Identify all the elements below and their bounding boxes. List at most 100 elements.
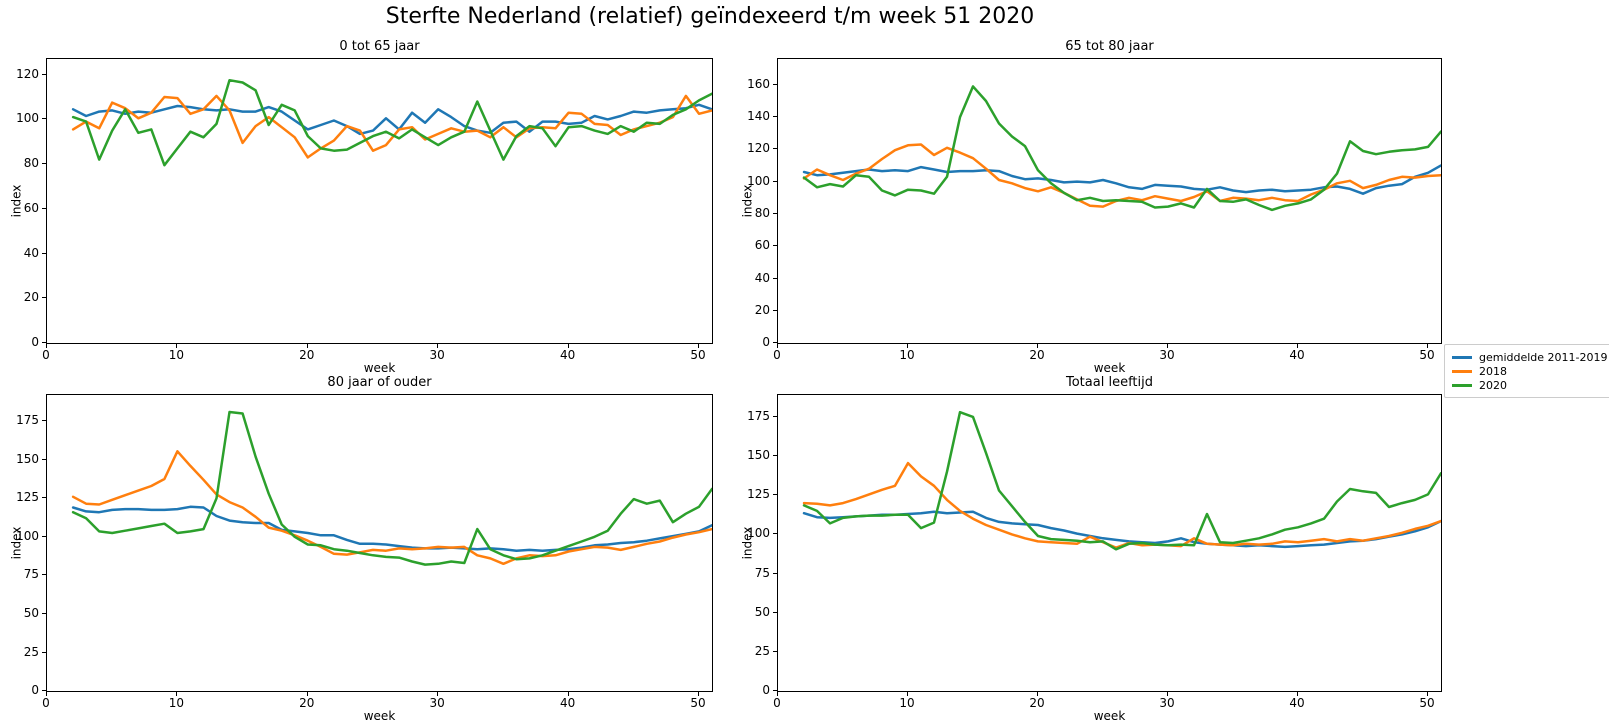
y-tick-mark [42, 497, 46, 499]
x-tick-label: 0 [773, 696, 781, 710]
x-tick-label: 10 [168, 696, 185, 710]
x-tick-label: 40 [559, 348, 576, 362]
y-tick-label: 80 [754, 205, 770, 220]
y-tick-mark [42, 342, 46, 343]
x-axis-label: week [1093, 361, 1126, 375]
x-tick-mark [777, 692, 778, 696]
x-axis-label: week [363, 361, 396, 375]
y-tick-label: 125 [747, 487, 770, 502]
subplot-0-tot-65-jaar: 0 tot 65 jaar index week 0 10 20 30 40 50 0 20 4… [9, 39, 713, 375]
series-line-gemiddelde-2011-2019 [802, 164, 1441, 195]
y-tick-mark [773, 245, 777, 247]
y-tick-mark [42, 420, 46, 422]
x-tick-label: 40 [1289, 696, 1305, 710]
subplot-title: 0 tot 65 jaar [339, 39, 420, 54]
y-tick-label: 75 [23, 567, 39, 582]
x-tick-label: 20 [1029, 696, 1045, 710]
subplot-title: Totaal leeftijd [1066, 375, 1153, 390]
figure-title: Sterfte Nederland (relatief) geïndexeerd… [385, 4, 1035, 29]
subplot-title: 65 tot 80 jaar [1065, 39, 1154, 54]
x-tick-mark [698, 692, 699, 696]
series-line-gemiddelde-2011-2019 [71, 103, 712, 136]
series-line-2018 [71, 94, 712, 159]
x-tick-mark [176, 344, 178, 348]
x-tick-label: 40 [559, 696, 576, 710]
y-tick-mark [42, 297, 46, 299]
y-tick-label: 100 [16, 111, 39, 126]
y-tick-mark [773, 212, 777, 214]
series-line-2018 [71, 450, 712, 566]
y-tick-mark [773, 572, 777, 574]
y-tick-label: 125 [16, 490, 39, 505]
x-tick-label: 30 [1159, 696, 1175, 710]
y-tick-mark [42, 535, 46, 537]
y-tick-mark [773, 690, 777, 691]
y-tick-label: 0 [762, 683, 770, 697]
x-tick-label: 10 [168, 348, 185, 362]
x-tick-mark [567, 692, 569, 696]
y-tick-label: 60 [23, 200, 39, 215]
series-line-2020 [802, 410, 1441, 551]
x-tick-mark [306, 692, 308, 696]
y-tick-mark [773, 494, 777, 496]
series-line-2020 [802, 85, 1441, 212]
x-tick-mark [1297, 692, 1298, 696]
x-tick-mark [1037, 344, 1038, 348]
x-tick-label: 30 [429, 696, 445, 710]
y-tick-mark [773, 180, 777, 182]
x-tick-label: 0 [42, 348, 50, 362]
y-tick-label: 160 [747, 76, 770, 91]
y-tick-label: 150 [16, 451, 39, 466]
y-tick-mark [42, 612, 46, 614]
y-tick-label: 40 [754, 270, 770, 285]
y-axis-label: index [740, 184, 755, 218]
subplot-65-tot-80-jaar: 65 tot 80 jaar index week 0 10 20 30 40 50 0 20… [740, 39, 1442, 375]
x-tick-mark [46, 692, 47, 696]
series-line-2018 [802, 461, 1441, 549]
x-tick-label: 50 [690, 696, 706, 710]
y-tick-mark [42, 690, 46, 691]
line-series-svg [802, 410, 1441, 551]
y-tick-mark [773, 342, 777, 343]
line-series-svg [802, 85, 1441, 212]
legend-label: gemiddelde 2011-2019 [1479, 350, 1608, 364]
y-tick-label: 20 [23, 290, 39, 305]
y-tick-label: 75 [754, 565, 770, 580]
line-series-svg [71, 410, 712, 566]
y-tick-mark [773, 415, 777, 417]
y-tick-mark [773, 116, 777, 118]
subplot-title: 80 jaar of ouder [327, 375, 432, 390]
legend-line-swatch-blue [1452, 355, 1472, 359]
y-tick-mark [42, 458, 46, 460]
legend-item-gemiddelde: gemiddelde 2011-2019 [1452, 350, 1608, 364]
x-tick-label: 0 [773, 348, 781, 362]
series-line-2020 [71, 410, 712, 566]
legend-item-2018: 2018 [1452, 364, 1608, 378]
x-tick-mark [907, 692, 908, 696]
y-tick-label: 0 [762, 335, 770, 349]
y-tick-label: 120 [747, 141, 770, 156]
y-tick-label: 20 [754, 302, 770, 317]
y-tick-mark [42, 73, 46, 75]
x-tick-label: 20 [1029, 348, 1045, 362]
plot-area [777, 394, 1442, 692]
line-series-svg [71, 78, 712, 167]
y-tick-label: 150 [747, 448, 770, 463]
y-tick-mark [42, 163, 46, 165]
y-tick-label: 25 [754, 643, 770, 658]
legend-label: 2020 [1479, 378, 1507, 392]
y-tick-mark [773, 277, 777, 279]
x-tick-mark [437, 344, 439, 348]
y-tick-label: 25 [23, 644, 39, 659]
x-tick-mark [1427, 344, 1428, 348]
y-tick-label: 100 [747, 526, 770, 541]
y-tick-mark [773, 148, 777, 150]
y-tick-mark [42, 651, 46, 653]
y-tick-label: 60 [754, 238, 770, 253]
y-tick-label: 0 [31, 683, 39, 697]
x-tick-label: 50 [690, 348, 706, 362]
x-tick-mark [777, 344, 778, 348]
series-line-gemiddelde-2011-2019 [802, 510, 1441, 549]
legend-item-2020: 2020 [1452, 378, 1608, 392]
